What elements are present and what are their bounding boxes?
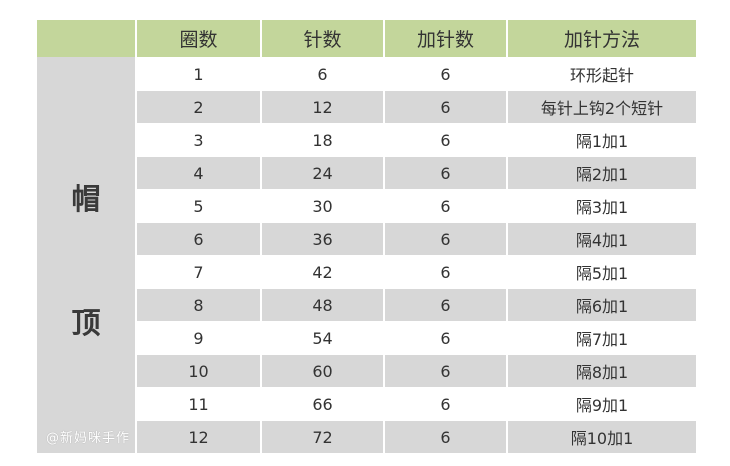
side-label-char: 顶 (71, 306, 101, 340)
round-cell: 2 (137, 90, 260, 123)
header-rounds: 圈数 (137, 20, 260, 57)
increase-method-cell: 隔10加1 (508, 420, 696, 453)
header-corner (37, 20, 135, 57)
stitches-cell: 12 (262, 90, 383, 123)
increase-method-cell: 隔2加1 (508, 156, 696, 189)
increase-count-cell: 6 (385, 288, 506, 321)
round-cell: 11 (137, 387, 260, 420)
round-cell: 1 (137, 57, 260, 90)
increase-method-cell: 隔6加1 (508, 288, 696, 321)
increase-count-cell: 6 (385, 123, 506, 156)
increase-method-cell: 隔8加1 (508, 354, 696, 387)
increase-method-cell: 隔5加1 (508, 255, 696, 288)
stitches-cell: 30 (262, 189, 383, 222)
stitches-cell: 42 (262, 255, 383, 288)
round-cell: 8 (137, 288, 260, 321)
increase-count-cell: 6 (385, 90, 506, 123)
crochet-table: 圈数 针数 加针数 加针方法 帽 顶 1 6 6 环形起针 2 12 6 每针上… (37, 20, 696, 453)
round-cell: 12 (137, 420, 260, 453)
round-cell: 6 (137, 222, 260, 255)
increase-count-cell: 6 (385, 354, 506, 387)
round-cell: 4 (137, 156, 260, 189)
increase-count-cell: 6 (385, 156, 506, 189)
stitches-cell: 6 (262, 57, 383, 90)
round-cell: 3 (137, 123, 260, 156)
header-increase-method: 加针方法 (508, 20, 696, 57)
increase-method-cell: 隔7加1 (508, 321, 696, 354)
stitches-cell: 18 (262, 123, 383, 156)
increase-count-cell: 6 (385, 57, 506, 90)
increase-count-cell: 6 (385, 222, 506, 255)
increase-count-cell: 6 (385, 189, 506, 222)
side-label-hat-top: 帽 顶 (37, 57, 135, 453)
stitches-cell: 36 (262, 222, 383, 255)
stitches-cell: 60 (262, 354, 383, 387)
increase-method-cell: 隔4加1 (508, 222, 696, 255)
increase-method-cell: 隔3加1 (508, 189, 696, 222)
round-cell: 7 (137, 255, 260, 288)
increase-count-cell: 6 (385, 255, 506, 288)
header-stitches: 针数 (262, 20, 383, 57)
increase-count-cell: 6 (385, 387, 506, 420)
watermark: @新妈咪手作 (46, 431, 131, 446)
side-label-char: 帽 (71, 182, 101, 216)
stitches-cell: 72 (262, 420, 383, 453)
stitches-cell: 54 (262, 321, 383, 354)
stitches-cell: 48 (262, 288, 383, 321)
round-cell: 5 (137, 189, 260, 222)
increase-method-cell: 每针上钩2个短针 (508, 90, 696, 123)
increase-method-cell: 环形起针 (508, 57, 696, 90)
round-cell: 10 (137, 354, 260, 387)
header-increase-count: 加针数 (385, 20, 506, 57)
increase-count-cell: 6 (385, 420, 506, 453)
increase-method-cell: 隔1加1 (508, 123, 696, 156)
increase-count-cell: 6 (385, 321, 506, 354)
increase-method-cell: 隔9加1 (508, 387, 696, 420)
stitches-cell: 24 (262, 156, 383, 189)
round-cell: 9 (137, 321, 260, 354)
stitches-cell: 66 (262, 387, 383, 420)
